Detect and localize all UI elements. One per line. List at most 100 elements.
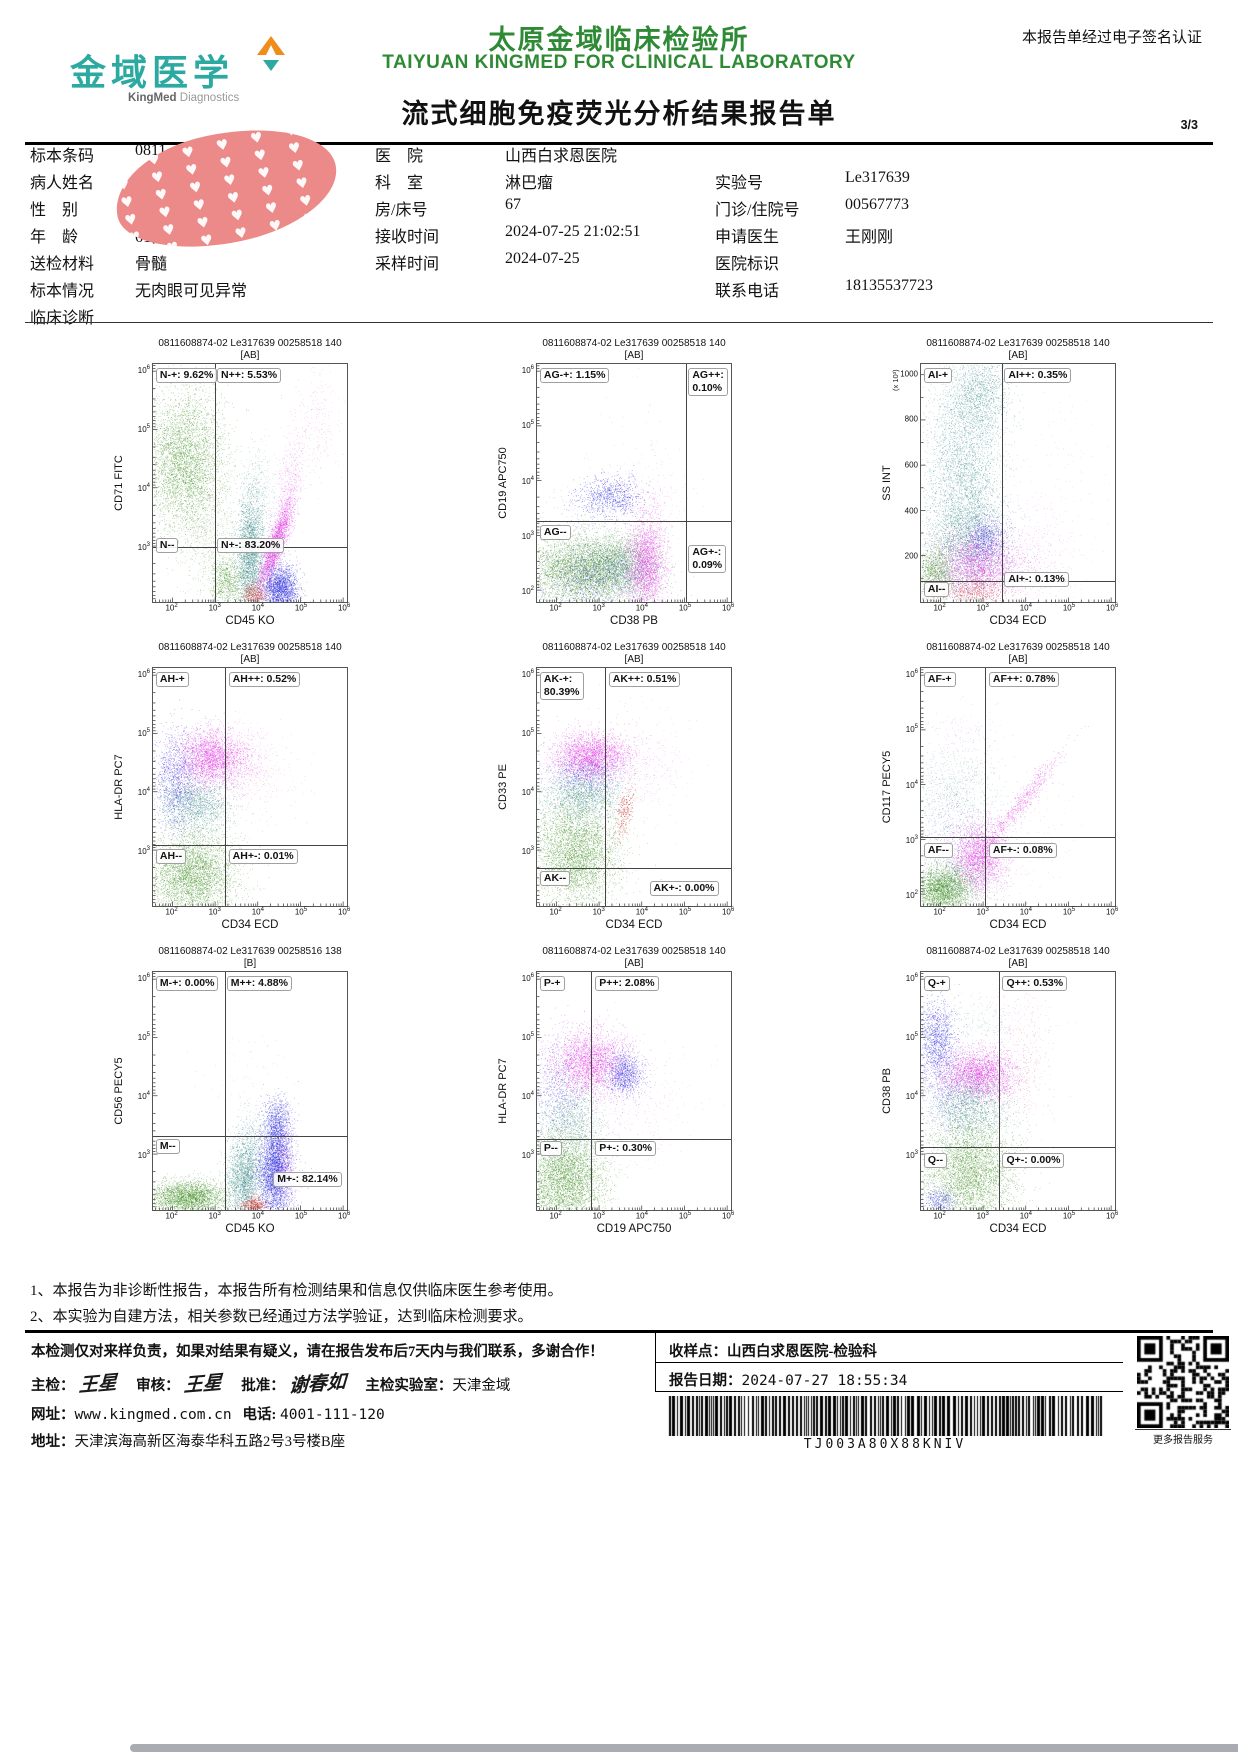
- y-tick-label: 105: [137, 728, 150, 738]
- info-value: 淋巴瘤: [505, 175, 554, 192]
- report-date-row: 报告日期：2024-07-27 18:55:34: [669, 1369, 907, 1390]
- collect-label: 收样点：: [669, 1344, 727, 1360]
- x-tick-label: 103: [976, 1211, 989, 1221]
- plot-canvas: [537, 972, 731, 1210]
- info-row: 接收时间 2024-07-25 21:02:51: [375, 223, 641, 250]
- report-date-label: 报告日期：: [669, 1373, 742, 1389]
- quadrant-vline: [686, 364, 688, 602]
- info-row: 病人姓名: [30, 169, 94, 196]
- plot-y-axis-label: HLA-DR PC7: [497, 1058, 509, 1124]
- plot-x-ticks: 102 103 104 105 106: [920, 603, 1119, 614]
- quadrant-stat: AG--: [539, 524, 571, 540]
- info-row: 科 室 淋巴瘤: [375, 169, 553, 196]
- quadrant-stat: AH+-: 0.01%: [228, 848, 298, 864]
- x-tick-label: 106: [721, 1211, 735, 1221]
- plot-subtitle: [B]: [243, 958, 257, 969]
- x-tick-label: 104: [251, 1211, 264, 1221]
- kingmed-logo-subtext: KingMed Diagnostics: [128, 92, 239, 104]
- info-label: 病人姓名: [30, 175, 95, 192]
- info-value: 2024-07-25 21:02:51: [505, 223, 641, 240]
- info-row: 临床诊断: [30, 304, 94, 331]
- x-tick-label: 102: [165, 1211, 178, 1221]
- plot-x-ticks: 102 103 104 105 106: [152, 907, 350, 918]
- info-value: 无肉眼可见异常: [135, 283, 248, 300]
- info-label: 采样时间: [375, 256, 440, 273]
- approver-signature: 谢春如: [288, 1370, 347, 1398]
- y-tick-label: 104: [521, 475, 534, 486]
- x-tick-label: 103: [208, 907, 221, 917]
- quadrant-vline: [1002, 364, 1004, 602]
- info-value: 王刚刚: [845, 229, 894, 246]
- website-label: 网址：: [31, 1407, 75, 1423]
- plot-subtitle: [AB]: [624, 654, 644, 665]
- info-value: 骨髓: [135, 256, 168, 273]
- quadrant-stat: Q-+: [923, 975, 950, 991]
- footer-box: 本检测仅对来样负责，如果对结果有疑义，请在报告发布后7天内与我们联系，多谢合作！…: [25, 1330, 1231, 1453]
- plot-x-axis-label: CD38 PB: [610, 615, 658, 627]
- x-tick-label: 106: [1105, 907, 1119, 917]
- info-row: 年 龄61岁: [30, 223, 167, 250]
- page-number: 3/3: [1180, 118, 1198, 132]
- flow-plot: 0811608874-02 Le317639 00258516 138 [B] CD…: [112, 946, 350, 1242]
- quadrant-stat: M--: [155, 1138, 180, 1154]
- flow-plot: 0811608874-02 Le317639 00258518 140 [AB] C…: [880, 642, 1119, 938]
- plot-x-axis-label: CD34 ECD: [221, 919, 279, 931]
- y-tick-label: 106: [905, 669, 918, 680]
- plot-title: 0811608874-02 Le317639 00258518 140: [542, 642, 726, 653]
- plot-area: P-+ P++: 2.08% P-- P+-: 0.30%: [536, 971, 732, 1211]
- collect-value: 山西白求恩医院-检验科: [727, 1344, 877, 1360]
- y-tick-label: 104: [521, 786, 534, 797]
- x-tick-label: 105: [1062, 907, 1076, 917]
- plot-x-axis-label: CD34 ECD: [989, 1223, 1047, 1235]
- title-divider: [25, 142, 1213, 145]
- info-value: 00567773: [845, 196, 909, 213]
- logo-en-rest: Diagnostics: [176, 92, 240, 104]
- plot-y-axis-label: CD71 FITC: [113, 455, 125, 511]
- quadrant-stat: AF+-: 0.08%: [988, 842, 1057, 858]
- info-row: 送检材料 骨髓: [30, 250, 167, 277]
- x-tick-label: 105: [294, 603, 308, 613]
- x-tick-label: 103: [208, 603, 221, 613]
- plot-canvas: [153, 364, 347, 602]
- plot-y-ticks: 106 105 104 103: [510, 971, 536, 1211]
- x-tick-label: 106: [721, 907, 735, 917]
- quadrant-stat: AK++: 0.51%: [608, 671, 681, 687]
- y-tick-label: 104: [905, 779, 918, 790]
- quadrant-stat: Q--: [923, 1152, 948, 1168]
- y-tick-label: 102: [521, 586, 534, 596]
- address-value: 天津滨海高新区海泰华科五路2号3号楼B座: [74, 1434, 346, 1450]
- flow-plots-grid: 0811608874-02 Le317639 00258518 140 [AB] C…: [112, 338, 1122, 1242]
- y-tick-label: 106: [137, 365, 150, 376]
- plot-y-axis-label: HLA-DR PC7: [113, 754, 125, 820]
- plot-y-ticks: 106 105 104 103 102: [510, 363, 536, 603]
- quadrant-stat: N+-: 83.20%: [217, 537, 285, 553]
- x-tick-label: 103: [976, 603, 989, 613]
- flow-plot: 0811608874-02 Le317639 00258518 140 [AB] H…: [112, 642, 350, 938]
- plot-y-ticks: 106 105 104 103: [894, 971, 920, 1211]
- plot-title: 0811608874-02 Le317639 00258518 140: [926, 338, 1110, 349]
- info-row: 实验号 Le317639: [715, 169, 910, 196]
- plot-area: N-+: 9.62% N++: 5.53% N-- N+-: 83.20%: [152, 363, 348, 603]
- info-row: 性 别: [30, 196, 94, 223]
- y-tick-label: 800: [904, 414, 918, 424]
- info-label: 科 室: [375, 175, 424, 192]
- quadrant-stat: AH-+: [155, 671, 189, 687]
- x-tick-label: 106: [1105, 603, 1119, 613]
- x-tick-label: 104: [251, 907, 264, 917]
- esign-note: 本报告单经过电子签名认证: [1021, 30, 1202, 46]
- qr-code: [1137, 1336, 1229, 1428]
- info-label: 门诊/住院号: [715, 202, 800, 219]
- y-tick-label: 106: [521, 365, 534, 376]
- x-tick-label: 103: [208, 1211, 221, 1221]
- plot-x-axis-label: CD34 ECD: [989, 919, 1047, 931]
- info-row: 门诊/住院号 00567773: [715, 196, 909, 223]
- quadrant-stat: AI-+: [923, 367, 953, 383]
- quadrant-stat: N-+: 9.62%: [155, 367, 218, 383]
- quadrant-stat: AF--: [923, 842, 953, 858]
- x-tick-label: 105: [1062, 603, 1076, 613]
- plot-area: AK-+: 80.39% AK++: 0.51% AK-- AK+-: 0.00%: [536, 667, 732, 907]
- x-tick-label: 102: [933, 603, 946, 613]
- plot-subtitle: [AB]: [240, 350, 260, 361]
- plot-x-axis-label: CD19 APC750: [596, 1223, 672, 1235]
- quadrant-stat: N++: 5.53%: [217, 367, 282, 383]
